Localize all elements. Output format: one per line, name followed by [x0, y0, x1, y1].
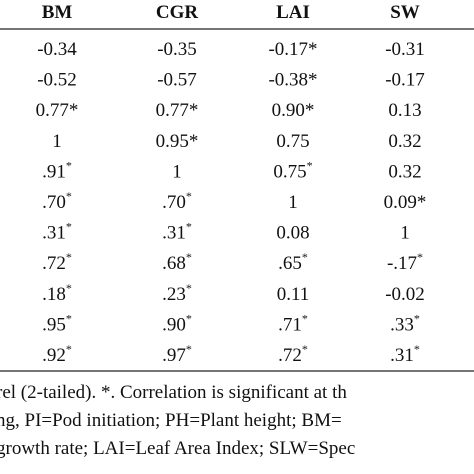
cell: .31*	[390, 342, 420, 366]
cell: 0.77*	[36, 100, 79, 121]
footnote: rel (2-tailed). *. Correlation is signif…	[0, 382, 347, 403]
cell-value: .65	[278, 253, 302, 274]
cell-value: .95	[42, 314, 66, 335]
footnote: growth rate; LAI=Leaf Area Index; SLW=Sp…	[0, 438, 355, 459]
cell-superscript: *	[417, 250, 423, 264]
cell-superscript: *	[186, 342, 192, 356]
cell-superscript: *	[66, 220, 72, 234]
cell-value: .97	[162, 345, 186, 366]
cell: 1	[400, 223, 410, 244]
cell-superscript: *	[66, 250, 72, 264]
cell-superscript: *	[186, 250, 192, 264]
cell: -0.17*	[268, 39, 317, 60]
cell: 0.32	[388, 131, 421, 152]
cell: .65*	[278, 250, 308, 274]
cell: 1	[172, 161, 182, 182]
cell-superscript: *	[66, 281, 72, 295]
cell-superscript: *	[66, 311, 72, 325]
cell-superscript: *	[414, 311, 420, 325]
cell: 0.13	[388, 100, 421, 121]
cell-superscript: *	[66, 342, 72, 356]
cell: .91*	[42, 158, 72, 182]
cell-value: .31	[390, 345, 414, 366]
cell-value: .91	[42, 161, 66, 182]
cell-value: .72	[42, 253, 66, 274]
column-header: LAI	[276, 2, 310, 23]
cell: 1	[52, 131, 62, 152]
cell-superscript: *	[302, 250, 308, 264]
cell: .33*	[390, 311, 420, 335]
cell: 0.08	[276, 223, 309, 244]
cell-superscript: *	[307, 158, 313, 172]
cell-superscript: *	[414, 342, 420, 356]
cell: -0.17	[385, 70, 425, 91]
cell: .70*	[42, 189, 72, 213]
cell: 0.95*	[156, 131, 199, 152]
cell-value: .68	[162, 253, 186, 274]
cell: .92*	[42, 342, 72, 366]
column-header: BM	[42, 2, 73, 23]
cell: -.17*	[387, 250, 423, 274]
cell-superscript: *	[186, 311, 192, 325]
cell: -0.31	[385, 39, 425, 60]
cell: .23*	[162, 281, 192, 305]
cell: .18*	[42, 281, 72, 305]
cell: 1	[288, 192, 298, 213]
cell: 0.75	[276, 131, 309, 152]
cell: 0.77*	[156, 100, 199, 121]
cell-value: .92	[42, 345, 66, 366]
cell-superscript: *	[302, 311, 308, 325]
cell-value: .18	[42, 284, 66, 305]
cell: .72*	[278, 342, 308, 366]
cell: .68*	[162, 250, 192, 274]
cell-superscript: *	[66, 189, 72, 203]
cell-value: .31	[42, 223, 66, 244]
cell-superscript: *	[186, 220, 192, 234]
cell: .90*	[162, 311, 192, 335]
cell-value: .71	[278, 314, 302, 335]
cell: 0.11	[277, 284, 310, 305]
cell-superscript: *	[186, 281, 192, 295]
cell: .72*	[42, 250, 72, 274]
cell-value: .33	[390, 314, 414, 335]
cell-value: .72	[278, 345, 302, 366]
cell-value: .70	[162, 192, 186, 213]
cell-value: .23	[162, 284, 186, 305]
cell: -0.02	[385, 284, 425, 305]
cell: .31*	[162, 220, 192, 244]
cell-value: .31	[162, 223, 186, 244]
cell: .31*	[42, 220, 72, 244]
cell: -0.34	[37, 39, 77, 60]
cell-value: .70	[42, 192, 66, 213]
cell-superscript: *	[302, 342, 308, 356]
column-header: CGR	[156, 2, 199, 23]
cell: .97*	[162, 342, 192, 366]
footnote: ng, PI=Pod initiation; PH=Plant height; …	[0, 410, 342, 431]
cell-value: .90	[162, 314, 186, 335]
cell: 0.75*	[273, 158, 312, 182]
cell-superscript: *	[186, 189, 192, 203]
cell: .71*	[278, 311, 308, 335]
cell: 0.90*	[272, 100, 315, 121]
cell-value: -.17	[387, 253, 417, 274]
cell: 0.32	[388, 161, 421, 182]
column-header: SW	[390, 2, 420, 23]
cell: -0.52	[37, 70, 77, 91]
cell-superscript: *	[66, 158, 72, 172]
cell: 0.09*	[384, 192, 427, 213]
cell: -0.38*	[268, 70, 317, 91]
cell: .95*	[42, 311, 72, 335]
cell: -0.57	[157, 70, 197, 91]
cell: -0.35	[157, 39, 197, 60]
cell-value: 0.75	[273, 161, 306, 182]
cell: .70*	[162, 189, 192, 213]
